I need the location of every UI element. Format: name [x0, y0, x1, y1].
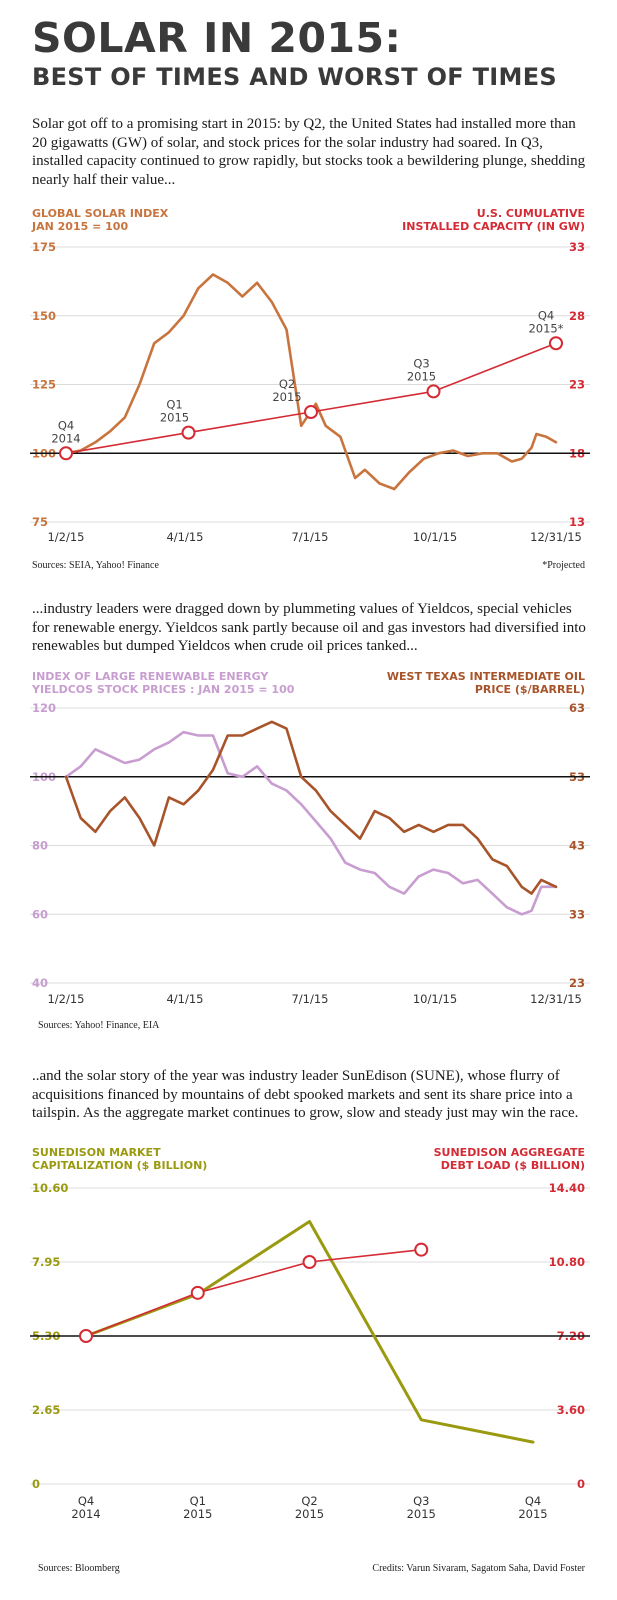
chart3-left-title-line2: CAPITALIZATION ($ BILLION) [32, 1159, 208, 1172]
page-title: SOLAR IN 2015: [32, 14, 402, 62]
x-tick-label: 4/1/15 [166, 992, 203, 1006]
oil-price-line [64, 720, 558, 895]
y-right-tick-label: 3.60 [557, 1403, 585, 1417]
solar-index-line [64, 273, 558, 491]
y-left-tick-label: 150 [32, 309, 56, 323]
y-left-tick-label: 75 [32, 515, 48, 529]
quarter-annotation: Q4 2015* [528, 308, 563, 335]
chart3-right-title-line2: DEBT LOAD ($ BILLION) [440, 1159, 585, 1172]
chart1-right-title-line2: INSTALLED CAPACITY (IN GW) [402, 220, 585, 233]
x-tick-label: 7/1/15 [291, 530, 328, 544]
x-tick-label: 7/1/15 [291, 992, 328, 1006]
intro-paragraph-1: Solar got off to a promising start in 20… [32, 116, 586, 188]
chart1-projected-note: *Projected [542, 560, 585, 571]
debt-load-line [85, 1248, 423, 1337]
page-subtitle: BEST OF TIMES AND WORST OF TIMES [32, 63, 557, 91]
y-right-tick-label: 14.40 [549, 1181, 585, 1195]
y-right-tick-label: 23 [569, 378, 585, 392]
y-right-tick-label: 28 [569, 309, 585, 323]
capacity-line [65, 342, 557, 455]
x-tick-label: 10/1/15 [413, 530, 457, 544]
debt-load-point [302, 1255, 317, 1269]
chart2-right-title-line1: WEST TEXAS INTERMEDIATE OIL [386, 670, 585, 683]
quarter-annotation: Q2 2015 [272, 377, 301, 404]
y-right-tick-label: 33 [569, 907, 585, 921]
chart3-credits: Credits: Varun Sivaram, Sagatom Saha, Da… [372, 1563, 585, 1574]
chart2-left-axis-title: INDEX OF LARGE RENEWABLE ENERGY YIELDCOS… [32, 670, 294, 696]
chart3-sources: Sources: Bloomberg [38, 1563, 120, 1574]
y-right-tick-label: 13 [569, 515, 585, 529]
x-tick-label: Q4 2014 [71, 1494, 100, 1521]
y-right-tick-label: 43 [569, 839, 585, 853]
intro-paragraph-3: ..and the solar story of the year was in… [32, 1068, 579, 1121]
capacity-point [59, 446, 73, 461]
x-tick-label: Q1 2015 [183, 1494, 212, 1521]
y-left-tick-label: 10.60 [32, 1181, 68, 1195]
capacity-point [181, 425, 196, 440]
x-tick-label: Q4 2015 [518, 1494, 547, 1521]
y-left-tick-label: 120 [32, 701, 56, 715]
chart2-left-title-line1: INDEX OF LARGE RENEWABLE ENERGY [32, 670, 269, 683]
capacity-point [304, 405, 318, 419]
y-right-tick-label: 33 [569, 240, 585, 254]
x-tick-label: 12/31/15 [530, 530, 582, 544]
y-left-tick-label: 2.65 [32, 1403, 60, 1417]
y-left-tick-label: 40 [32, 976, 48, 990]
debt-load-point [414, 1242, 429, 1257]
y-right-tick-label: 23 [569, 976, 585, 990]
chart1-left-title-line2: JAN 2015 = 100 [32, 220, 129, 233]
y-left-tick-label: 7.95 [32, 1255, 60, 1269]
chart2-right-title-line2: PRICE ($/BARREL) [474, 683, 585, 696]
quarter-annotation: Q3 2015 [407, 356, 436, 383]
y-right-tick-label: 10.80 [549, 1255, 585, 1269]
chart2-sources: Sources: Yahoo! Finance, EIA [38, 1020, 160, 1031]
x-tick-label: Q3 2015 [407, 1494, 436, 1521]
x-tick-label: 1/2/15 [47, 992, 84, 1006]
chart2-right-axis-title: WEST TEXAS INTERMEDIATE OIL PRICE ($/BAR… [387, 670, 585, 696]
quarter-annotation: Q1 2015 [160, 398, 189, 425]
chart1-right-title-line1: U.S. CUMULATIVE [476, 207, 585, 220]
capacity-point [426, 384, 441, 399]
intro-paragraph-2: ...industry leaders were dragged down by… [32, 601, 586, 654]
x-tick-label: 1/2/15 [47, 530, 84, 544]
y-left-tick-label: 125 [32, 378, 56, 392]
chart3-left-axis-title: SUNEDISON MARKET CAPITALIZATION ($ BILLI… [32, 1146, 207, 1172]
x-tick-label: 12/31/15 [530, 992, 582, 1006]
debt-load-point [190, 1285, 205, 1300]
y-left-tick-label: 175 [32, 240, 56, 254]
yieldcos-index-line [64, 730, 558, 916]
chart3-left-title-line1: SUNEDISON MARKET [32, 1146, 161, 1159]
chart1-right-axis-title: U.S. CUMULATIVE INSTALLED CAPACITY (IN G… [402, 207, 585, 233]
y-right-tick-label: 63 [569, 701, 585, 715]
capacity-point [549, 336, 563, 351]
chart2-left-title-line2: YIELDCOS STOCK PRICES : JAN 2015 = 100 [32, 683, 295, 696]
y-left-tick-label: 80 [32, 839, 48, 853]
quarter-annotation: Q4 2014 [51, 418, 80, 445]
chart1-left-title-line1: GLOBAL SOLAR INDEX [32, 207, 169, 220]
y-right-tick-label: 0 [577, 1477, 585, 1491]
debt-load-point [79, 1329, 93, 1343]
chart1-left-axis-title: GLOBAL SOLAR INDEX JAN 2015 = 100 [32, 207, 168, 233]
y-left-tick-label: 0 [32, 1477, 40, 1491]
chart1-sources: Sources: SEIA, Yahoo! Finance [32, 560, 159, 571]
y-left-tick-label: 60 [32, 907, 48, 921]
x-tick-label: 10/1/15 [413, 992, 457, 1006]
x-tick-label: Q2 2015 [295, 1494, 324, 1521]
market-cap-line [84, 1220, 535, 1444]
x-tick-label: 4/1/15 [166, 530, 203, 544]
chart3-right-title-line1: SUNEDISON AGGREGATE [433, 1146, 585, 1159]
chart3-right-axis-title: SUNEDISON AGGREGATE DEBT LOAD ($ BILLION… [434, 1146, 585, 1172]
